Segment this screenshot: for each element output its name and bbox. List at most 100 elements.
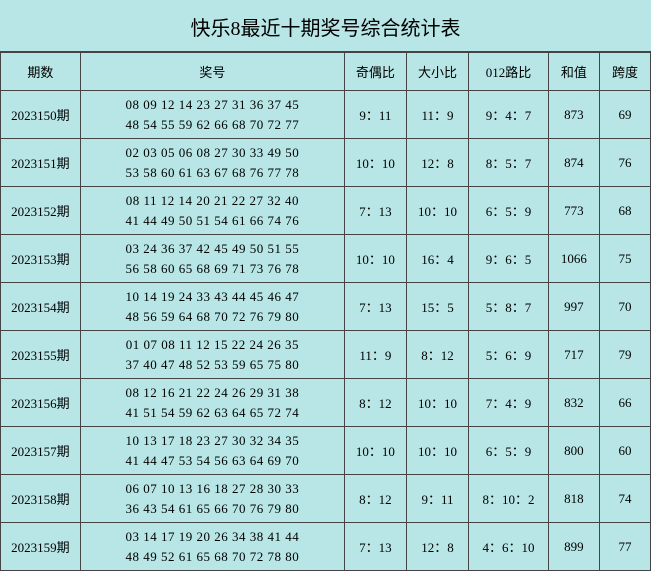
numbers-line1: 10 14 19 24 33 43 44 45 46 47 bbox=[83, 287, 342, 307]
cell-span: 79 bbox=[599, 331, 650, 379]
cell-route: 8：5：7 bbox=[469, 139, 549, 187]
cell-odd-even: 7：13 bbox=[344, 523, 406, 571]
header-row: 期数 奖号 奇偶比 大小比 012路比 和值 跨度 bbox=[1, 53, 651, 91]
table-row: 2023154期10 14 19 24 33 43 44 45 46 4748 … bbox=[1, 283, 651, 331]
cell-route: 9：4：7 bbox=[469, 91, 549, 139]
cell-span: 76 bbox=[599, 139, 650, 187]
numbers-line2: 48 49 52 61 65 68 70 72 78 80 bbox=[83, 547, 342, 567]
cell-period: 2023150期 bbox=[1, 91, 81, 139]
cell-span: 60 bbox=[599, 427, 650, 475]
cell-route: 4：6：10 bbox=[469, 523, 549, 571]
cell-odd-even: 10：10 bbox=[344, 139, 406, 187]
cell-period: 2023158期 bbox=[1, 475, 81, 523]
cell-numbers: 08 09 12 14 23 27 31 36 37 4548 54 55 59… bbox=[80, 91, 344, 139]
cell-span: 68 bbox=[599, 187, 650, 235]
cell-odd-even: 8：12 bbox=[344, 475, 406, 523]
cell-period: 2023154期 bbox=[1, 283, 81, 331]
header-period: 期数 bbox=[1, 53, 81, 91]
cell-odd-even: 10：10 bbox=[344, 427, 406, 475]
numbers-line1: 06 07 10 13 16 18 27 28 30 33 bbox=[83, 479, 342, 499]
cell-odd-even: 7：13 bbox=[344, 283, 406, 331]
numbers-line1: 02 03 05 06 08 27 30 33 49 50 bbox=[83, 143, 342, 163]
table-title: 快乐8最近十期奖号综合统计表 bbox=[0, 0, 651, 52]
numbers-line1: 08 11 12 14 20 21 22 27 32 40 bbox=[83, 191, 342, 211]
cell-sum: 1066 bbox=[548, 235, 599, 283]
cell-numbers: 03 24 36 37 42 45 49 50 51 5556 58 60 65… bbox=[80, 235, 344, 283]
cell-route: 9：6：5 bbox=[469, 235, 549, 283]
numbers-line1: 03 24 36 37 42 45 49 50 51 55 bbox=[83, 239, 342, 259]
numbers-line2: 53 58 60 61 63 67 68 76 77 78 bbox=[83, 163, 342, 183]
numbers-line2: 37 40 47 48 52 53 59 65 75 80 bbox=[83, 355, 342, 375]
header-big-small: 大小比 bbox=[406, 53, 468, 91]
cell-big-small: 11：9 bbox=[406, 91, 468, 139]
cell-period: 2023156期 bbox=[1, 379, 81, 427]
table-row: 2023156期08 12 16 21 22 24 26 29 31 3841 … bbox=[1, 379, 651, 427]
cell-route: 6：5：9 bbox=[469, 187, 549, 235]
cell-big-small: 12：8 bbox=[406, 523, 468, 571]
header-sum: 和值 bbox=[548, 53, 599, 91]
cell-span: 74 bbox=[599, 475, 650, 523]
cell-span: 77 bbox=[599, 523, 650, 571]
numbers-line1: 01 07 08 11 12 15 22 24 26 35 bbox=[83, 335, 342, 355]
cell-route: 7：4：9 bbox=[469, 379, 549, 427]
cell-route: 8：10：2 bbox=[469, 475, 549, 523]
cell-odd-even: 11：9 bbox=[344, 331, 406, 379]
cell-sum: 818 bbox=[548, 475, 599, 523]
stats-table: 期数 奖号 奇偶比 大小比 012路比 和值 跨度 2023150期08 09 … bbox=[0, 52, 651, 571]
cell-route: 6：5：9 bbox=[469, 427, 549, 475]
header-route: 012路比 bbox=[469, 53, 549, 91]
cell-sum: 800 bbox=[548, 427, 599, 475]
cell-span: 66 bbox=[599, 379, 650, 427]
header-span: 跨度 bbox=[599, 53, 650, 91]
cell-odd-even: 9：11 bbox=[344, 91, 406, 139]
table-row: 2023155期01 07 08 11 12 15 22 24 26 3537 … bbox=[1, 331, 651, 379]
cell-period: 2023157期 bbox=[1, 427, 81, 475]
table-row: 2023159期03 14 17 19 20 26 34 38 41 4448 … bbox=[1, 523, 651, 571]
cell-period: 2023151期 bbox=[1, 139, 81, 187]
cell-sum: 997 bbox=[548, 283, 599, 331]
cell-big-small: 16：4 bbox=[406, 235, 468, 283]
cell-big-small: 10：10 bbox=[406, 379, 468, 427]
cell-numbers: 08 11 12 14 20 21 22 27 32 4041 44 49 50… bbox=[80, 187, 344, 235]
cell-numbers: 02 03 05 06 08 27 30 33 49 5053 58 60 61… bbox=[80, 139, 344, 187]
table-row: 2023157期10 13 17 18 23 27 30 32 34 3541 … bbox=[1, 427, 651, 475]
header-numbers: 奖号 bbox=[80, 53, 344, 91]
cell-big-small: 10：10 bbox=[406, 187, 468, 235]
numbers-line1: 10 13 17 18 23 27 30 32 34 35 bbox=[83, 431, 342, 451]
numbers-line1: 08 09 12 14 23 27 31 36 37 45 bbox=[83, 95, 342, 115]
numbers-line2: 41 44 47 53 54 56 63 64 69 70 bbox=[83, 451, 342, 471]
table-row: 2023153期03 24 36 37 42 45 49 50 51 5556 … bbox=[1, 235, 651, 283]
cell-numbers: 08 12 16 21 22 24 26 29 31 3841 51 54 59… bbox=[80, 379, 344, 427]
cell-big-small: 15：5 bbox=[406, 283, 468, 331]
table-row: 2023150期08 09 12 14 23 27 31 36 37 4548 … bbox=[1, 91, 651, 139]
numbers-line2: 36 43 54 61 65 66 70 76 79 80 bbox=[83, 499, 342, 519]
cell-period: 2023155期 bbox=[1, 331, 81, 379]
table-row: 2023158期06 07 10 13 16 18 27 28 30 3336 … bbox=[1, 475, 651, 523]
numbers-line2: 41 51 54 59 62 63 64 65 72 74 bbox=[83, 403, 342, 423]
cell-sum: 873 bbox=[548, 91, 599, 139]
cell-span: 70 bbox=[599, 283, 650, 331]
cell-span: 75 bbox=[599, 235, 650, 283]
cell-odd-even: 8：12 bbox=[344, 379, 406, 427]
cell-route: 5：6：9 bbox=[469, 331, 549, 379]
cell-numbers: 06 07 10 13 16 18 27 28 30 3336 43 54 61… bbox=[80, 475, 344, 523]
cell-numbers: 01 07 08 11 12 15 22 24 26 3537 40 47 48… bbox=[80, 331, 344, 379]
cell-numbers: 10 14 19 24 33 43 44 45 46 4748 56 59 64… bbox=[80, 283, 344, 331]
numbers-line1: 03 14 17 19 20 26 34 38 41 44 bbox=[83, 527, 342, 547]
cell-period: 2023159期 bbox=[1, 523, 81, 571]
cell-numbers: 03 14 17 19 20 26 34 38 41 4448 49 52 61… bbox=[80, 523, 344, 571]
cell-odd-even: 10：10 bbox=[344, 235, 406, 283]
cell-sum: 773 bbox=[548, 187, 599, 235]
numbers-line2: 56 58 60 65 68 69 71 73 76 78 bbox=[83, 259, 342, 279]
numbers-line2: 48 54 55 59 62 66 68 70 72 77 bbox=[83, 115, 342, 135]
table-row: 2023151期02 03 05 06 08 27 30 33 49 5053 … bbox=[1, 139, 651, 187]
table-row: 2023152期08 11 12 14 20 21 22 27 32 4041 … bbox=[1, 187, 651, 235]
cell-big-small: 8：12 bbox=[406, 331, 468, 379]
numbers-line2: 48 56 59 64 68 70 72 76 79 80 bbox=[83, 307, 342, 327]
cell-numbers: 10 13 17 18 23 27 30 32 34 3541 44 47 53… bbox=[80, 427, 344, 475]
cell-sum: 874 bbox=[548, 139, 599, 187]
cell-big-small: 12：8 bbox=[406, 139, 468, 187]
header-odd-even: 奇偶比 bbox=[344, 53, 406, 91]
cell-period: 2023152期 bbox=[1, 187, 81, 235]
cell-odd-even: 7：13 bbox=[344, 187, 406, 235]
